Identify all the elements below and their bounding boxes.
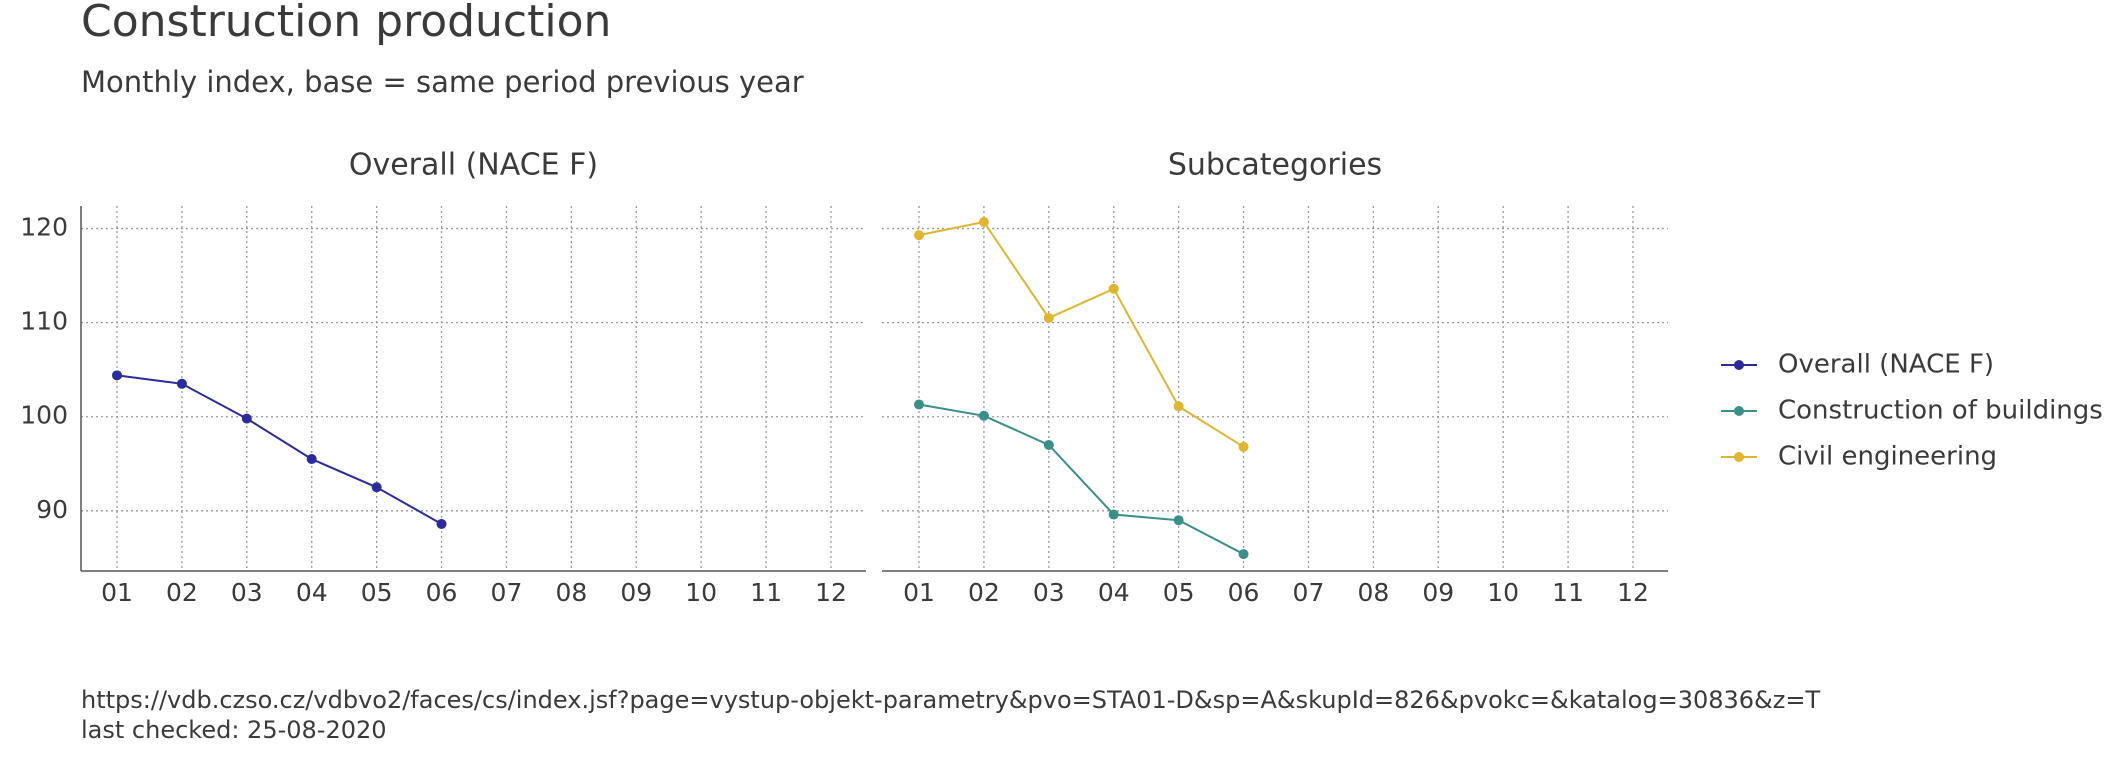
x-tick-label: 02 (968, 578, 1000, 607)
legend-label: Construction of buildings (1778, 396, 2103, 426)
x-tick-label: 08 (555, 578, 587, 607)
data-point (1108, 509, 1119, 520)
data-point (1173, 515, 1184, 526)
x-tick-label: 07 (491, 578, 523, 607)
data-point (241, 413, 252, 424)
series-line (918, 220, 1245, 448)
data-point (914, 399, 924, 410)
y-tick-label: 90 (36, 495, 68, 524)
y-tick-label: 100 (20, 401, 68, 430)
caption-date: last checked: 25-08-2020 (81, 716, 387, 744)
series-line (918, 403, 1245, 555)
x-tick-label: 07 (1293, 578, 1325, 607)
x-tick-label: 09 (1422, 578, 1454, 607)
x-tick-label: 11 (750, 578, 782, 607)
data-point (914, 230, 924, 241)
x-tick-label: 06 (1228, 578, 1260, 607)
x-tick-label: 04 (296, 578, 328, 607)
data-point (1173, 401, 1184, 412)
x-tick-label: 12 (815, 578, 847, 607)
x-tick-label: 01 (101, 578, 133, 607)
data-point (1043, 439, 1054, 450)
x-tick-label: 11 (1552, 578, 1584, 607)
y-tick-label: 110 (20, 307, 68, 336)
x-tick-label: 10 (685, 578, 717, 607)
legend-marker (1734, 360, 1744, 370)
x-tick-label: 01 (903, 578, 935, 607)
data-point (1238, 549, 1249, 560)
legend-label: Overall (NACE F) (1778, 350, 1994, 380)
data-point (306, 454, 317, 465)
series-line (116, 374, 443, 525)
x-tick-label: 09 (620, 578, 652, 607)
panel-title: Subcategories (1168, 148, 1382, 183)
panel-title: Overall (NACE F) (349, 148, 598, 183)
data-point (1108, 283, 1119, 294)
x-tick-label: 08 (1357, 578, 1389, 607)
data-point (978, 410, 989, 421)
chart-subtitle: Monthly index, base = same period previo… (81, 65, 804, 99)
x-tick-label: 10 (1487, 578, 1519, 607)
x-tick-label: 12 (1617, 578, 1649, 607)
data-point (112, 370, 122, 381)
data-point (371, 482, 382, 493)
data-point (176, 378, 187, 389)
x-tick-label: 03 (1033, 578, 1065, 607)
legend-marker (1734, 406, 1744, 416)
x-tick-label: 03 (231, 578, 263, 607)
x-tick-label: 05 (1163, 578, 1195, 607)
data-point (978, 216, 989, 227)
x-tick-label: 06 (426, 578, 458, 607)
data-point (1238, 441, 1249, 452)
data-point (1043, 312, 1054, 323)
y-tick-label: 120 (20, 213, 68, 242)
x-tick-label: 05 (361, 578, 393, 607)
x-tick-label: 04 (1098, 578, 1130, 607)
x-tick-label: 02 (166, 578, 198, 607)
legend-marker (1734, 452, 1744, 462)
data-point (436, 518, 447, 529)
legend-label: Civil engineering (1778, 442, 1997, 472)
caption-source: https://vdb.czso.cz/vdbvo2/faces/cs/inde… (81, 686, 1820, 714)
chart-title: Construction production (81, 0, 611, 47)
